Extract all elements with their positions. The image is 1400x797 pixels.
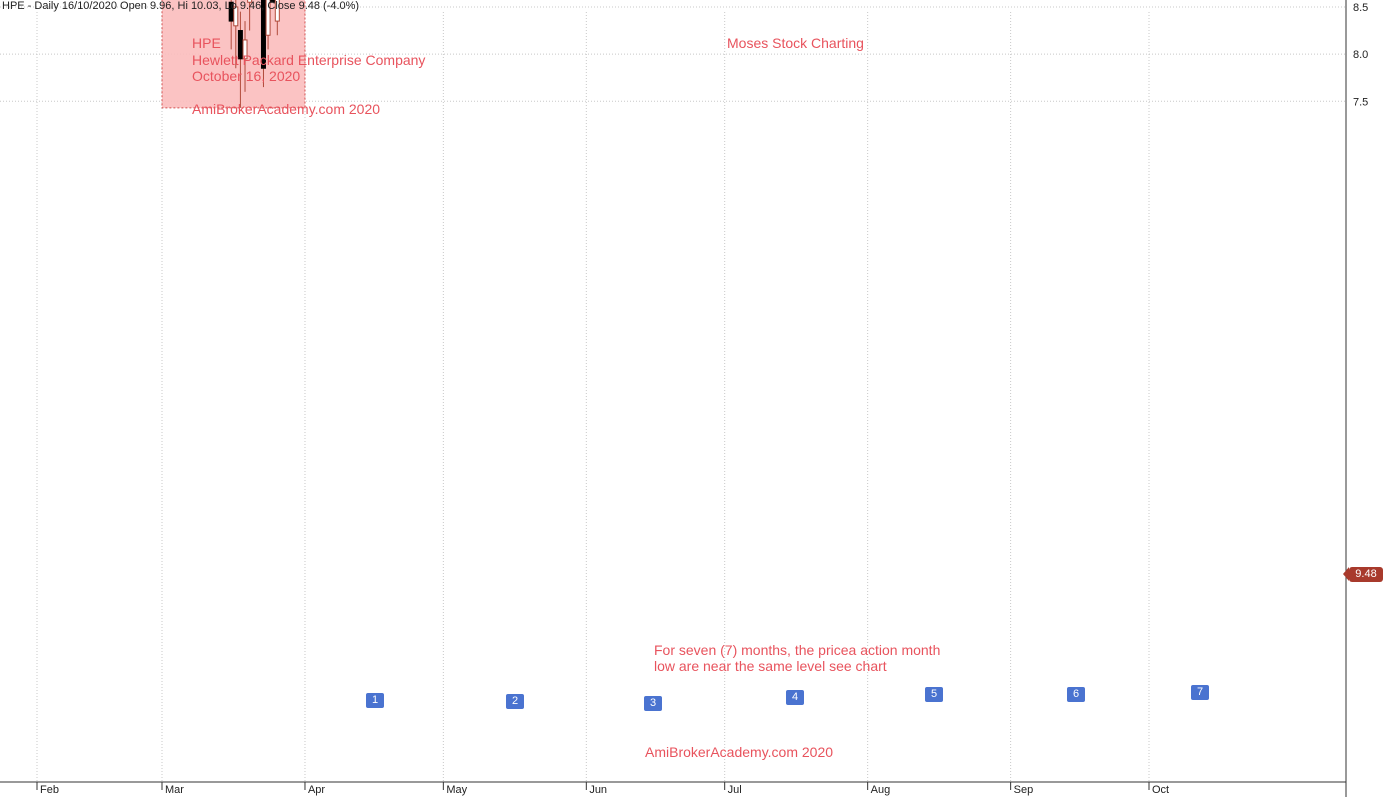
month-badge-2: 2 — [506, 694, 524, 709]
month-badge-4: 4 — [786, 690, 804, 705]
company-info: HPE Hewlett Packard Enterprise Company O… — [192, 35, 425, 85]
x-tick-label: Aug — [871, 784, 891, 796]
candle — [265, 0, 271, 50]
y-tick-label: 8.5 — [1353, 2, 1368, 14]
candle — [270, 0, 276, 3]
info-date: October 16, 2020 — [192, 68, 301, 84]
x-tick-label: Oct — [1152, 784, 1169, 796]
candle-body-up — [247, 0, 253, 3]
site-watermark-top: AmiBrokerAcademy.com 2020 — [192, 101, 381, 117]
last-price-tag: 9.48 — [1343, 567, 1383, 582]
info-symbol: HPE — [192, 35, 221, 51]
candle-body-up — [233, 6, 239, 27]
candle — [247, 0, 253, 31]
x-tick-label: Mar — [165, 784, 184, 796]
candle — [228, 0, 234, 50]
candle-body-up — [242, 39, 248, 60]
info-company-name: Hewlett Packard Enterprise Company — [192, 51, 426, 68]
note-line-1: For seven (7) months, the pricea action … — [654, 642, 941, 658]
candlesticks — [228, 0, 280, 108]
site-watermark-bottom: AmiBrokerAcademy.com 2020 — [645, 744, 834, 760]
x-tick-label: Jun — [589, 784, 607, 796]
x-tick-label: May — [446, 784, 467, 796]
brand-label: Moses Stock Charting — [727, 35, 864, 51]
x-tick-label: Jul — [728, 784, 742, 796]
month-badge-5: 5 — [925, 687, 943, 702]
month-badge-1: 1 — [366, 693, 384, 708]
x-tick-label: Apr — [308, 784, 325, 796]
candle-body-down — [228, 1, 234, 22]
candle-body-up — [274, 0, 280, 22]
candle — [242, 21, 248, 92]
x-tick-label: Feb — [40, 784, 59, 796]
candle — [233, 0, 239, 69]
month-badge-3: 3 — [644, 696, 662, 711]
candle-body-down — [260, 0, 266, 69]
x-tick-label: Sep — [1014, 784, 1034, 796]
grid-lines — [0, 6, 1346, 782]
month-badge-6: 6 — [1067, 687, 1085, 702]
y-tick-label: 8.0 — [1353, 49, 1368, 61]
candle-body-down — [270, 0, 276, 3]
y-tick-label: 7.5 — [1353, 96, 1368, 108]
candle — [237, 11, 243, 108]
note-text: For seven (7) months, the pricea action … — [654, 642, 940, 674]
candle-body-up — [265, 0, 271, 36]
note-line-2: low are near the same level see chart — [654, 658, 887, 674]
candle — [260, 0, 266, 88]
candle-body-down — [237, 30, 243, 60]
candle — [274, 0, 280, 36]
month-badge-7: 7 — [1191, 685, 1209, 700]
chart-header: HPE - Daily 16/10/2020 Open 9.96, Hi 10.… — [2, 0, 360, 12]
